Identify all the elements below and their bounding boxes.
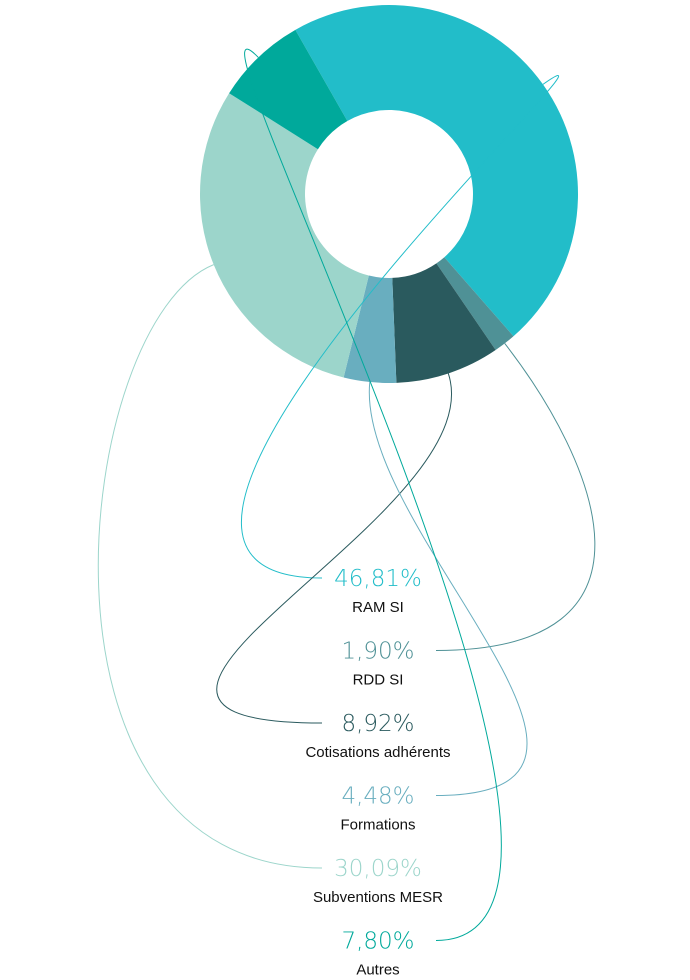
value-label: 30,09% — [334, 856, 422, 882]
leader-line — [240, 75, 560, 579]
value-label: 8,92% — [341, 711, 414, 737]
category-label: RDD SI — [353, 672, 404, 689]
donut-segment — [436, 257, 514, 351]
donut-segment — [295, 5, 578, 337]
leader-line — [368, 381, 528, 796]
category-label: Subventions MESR — [313, 889, 443, 906]
category-label: RAM SI — [352, 599, 404, 616]
donut-segment — [392, 263, 496, 383]
donut-segment — [343, 275, 397, 383]
category-label: Autres — [356, 962, 399, 979]
category-label: Formations — [340, 817, 415, 834]
leader-line — [216, 373, 452, 724]
leader-line — [244, 48, 502, 941]
donut-segment — [200, 93, 369, 378]
leader-line — [97, 264, 323, 869]
leader-line — [435, 343, 596, 651]
value-label: 46,81% — [334, 566, 422, 592]
value-label: 7,80% — [341, 929, 414, 955]
value-label: 1,90% — [341, 639, 414, 665]
value-label: 4,48% — [341, 784, 414, 810]
category-label: Cotisations adhérents — [305, 744, 450, 761]
donut-segment — [229, 29, 348, 150]
